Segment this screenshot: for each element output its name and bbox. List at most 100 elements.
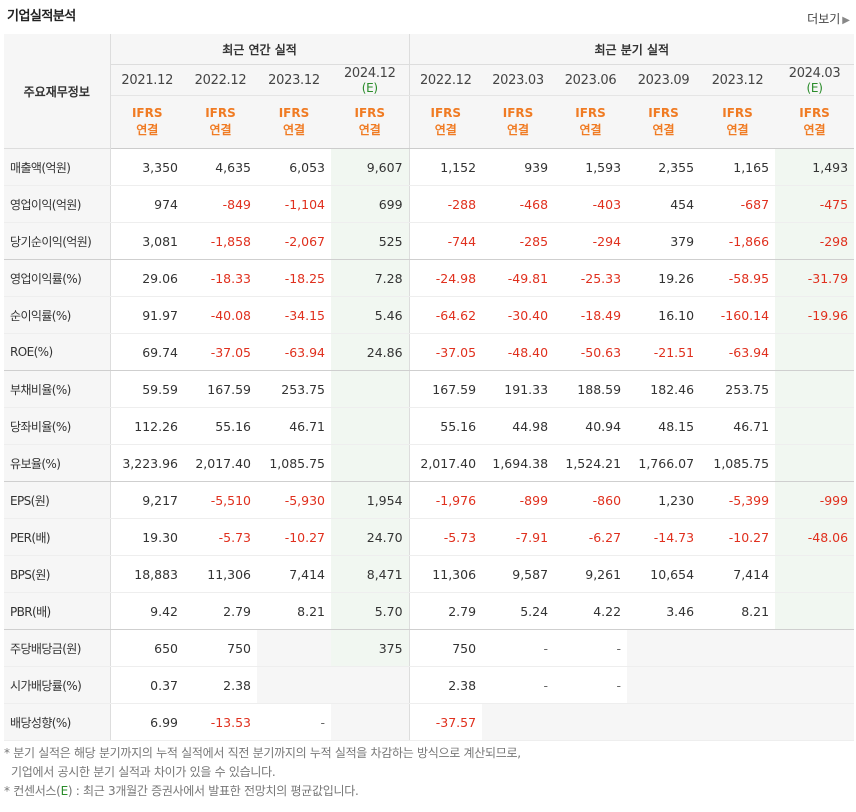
table-cell: -21.51 [627,333,701,371]
table-cell: -285 [482,222,555,260]
table-cell: - [554,666,628,704]
table-cell: 379 [627,222,701,260]
accounting-standard: IFRS 연결 [110,95,184,149]
table-cell: 2.79 [408,592,483,630]
table-row: BPS(원) 18,883 11,306 7,414 8,471 11,306 9,587 9… [4,555,855,593]
table-cell: -899 [482,481,555,519]
row-label: PER(배) [4,518,111,556]
table-cell: -160.14 [700,296,776,334]
period-label: 2022.12 [419,72,472,88]
table-cell: 9,607 [331,148,410,186]
table-cell: -25.33 [554,259,628,297]
table-row: 매출액(억원) 3,350 4,635 6,053 9,607 1,152 939 1,593… [4,148,855,186]
table-cell [627,629,701,667]
accounting-standard: IFRS 연결 [184,95,257,149]
table-cell: 699 [331,185,410,223]
table-cell: -19.96 [775,296,855,334]
table-cell: 10,654 [627,555,701,593]
table-cell [700,629,776,667]
footnote-2-suffix: ) : 최근 3개월간 증권사에서 발표한 전망치의 평균값입니다. [67,784,359,798]
table-cell: 9,261 [554,555,628,593]
table-cell: 19.30 [110,518,184,556]
table-cell: 8.21 [257,592,331,630]
table-cell: 1,085.75 [257,444,331,482]
table-cell: 0.37 [110,666,184,704]
table-cell: -24.98 [408,259,483,297]
standard-ifrs: IFRS [648,106,679,120]
table-cell [775,666,855,704]
table-cell: -31.79 [775,259,855,297]
row-label: EPS(원) [4,481,111,519]
period-label: 2023.12 [268,72,320,88]
table-cell: -37.05 [184,333,257,371]
table-cell: 44.98 [482,407,555,445]
standard-ifrs: IFRS [131,106,163,120]
table-cell: 48.15 [627,407,701,445]
table-row: 당기순이익(억원) 3,081 -1,858 -2,067 525 -744 -285 -29… [4,222,855,260]
table-cell: 650 [110,629,184,667]
table-cell: -34.15 [257,296,331,334]
section-title: 기업실적분석 [7,9,76,24]
period-row: 2021.12 2022.12 2023.12 2024.12 (E) 2022.12 20… [4,64,855,96]
standard-ifrs: IFRS [575,106,606,120]
table-row: 주당배당금(원) 650 750 375 750- - [4,629,855,667]
footnote-1-cont: 기업에서 공시한 분기 실적과 차이가 있을 수 있습니다. [11,765,276,779]
accounting-standard: IFRS 연결 [700,95,776,149]
period-label: 2023.03 [492,72,544,88]
table-cell: 1,085.75 [700,444,776,482]
table-cell: -6.27 [554,518,628,556]
row-label: BPS(원) [4,555,111,593]
row-label: 부채비율(%) [4,370,111,408]
row-label: 유보율(%) [4,444,111,482]
table-cell: -63.94 [700,333,776,371]
table-cell: 1,524.21 [554,444,628,482]
table-cell: -18.49 [554,296,628,334]
table-cell: 9,587 [482,555,555,593]
accounting-standard: IFRS 연결 [775,95,855,149]
table-cell: - [554,629,628,667]
table-cell: -2,067 [257,222,331,260]
table-cell: 167.59 [408,370,483,408]
table-cell: -5,930 [257,481,331,519]
table-cell: -468 [482,185,555,223]
table-cell [700,666,776,704]
footnotes: * 분기 실적은 해당 분기까지의 누적 실적에서 직전 분기까지의 누적 실적… [4,744,521,801]
estimate-marker: (E) [806,81,823,95]
period-label: 2023.12 [711,72,764,88]
table-cell: 11,306 [408,555,483,593]
table-cell: 191.33 [482,370,555,408]
table-cell: 5.24 [482,592,555,630]
table-cell: -48.40 [482,333,555,371]
row-label: 영업이익(억원) [4,185,111,223]
row-label: 당좌비율(%) [4,407,111,445]
table-cell: -403 [554,185,628,223]
table-cell [700,703,776,741]
table-cell: - [257,703,331,741]
table-cell: -30.40 [482,296,555,334]
period-header: 2024.03 (E) [775,64,855,96]
standard-consolidated: 연결 [507,123,530,137]
table-cell [775,407,855,445]
table-cell: -7.91 [482,518,555,556]
table-cell [331,703,410,741]
standard-consolidated: 연결 [579,123,602,137]
more-link[interactable]: 더보기 ▶ [807,10,850,27]
period-header: 2023.06 [554,64,628,96]
table-cell: 1,152 [408,148,483,186]
table-cell: 3,081 [110,222,184,260]
table-cell: -37.57 [408,703,483,741]
accounting-standard: IFRS 연결 [331,95,410,149]
table-cell [775,592,855,630]
table-cell: -687 [700,185,776,223]
table-cell: -58.95 [700,259,776,297]
period-header: 2023.12 [700,64,776,96]
table-cell: 19.26 [627,259,701,297]
table-cell: 5.46 [331,296,410,334]
standard-consolidated: 연결 [136,123,159,137]
section-header: 기업실적분석 더보기 ▶ [0,0,856,34]
period-header: 2023.12 [257,64,331,96]
table-cell: 7.28 [331,259,410,297]
table-cell [775,333,855,371]
table-cell: -50.63 [554,333,628,371]
table-cell [257,666,331,704]
